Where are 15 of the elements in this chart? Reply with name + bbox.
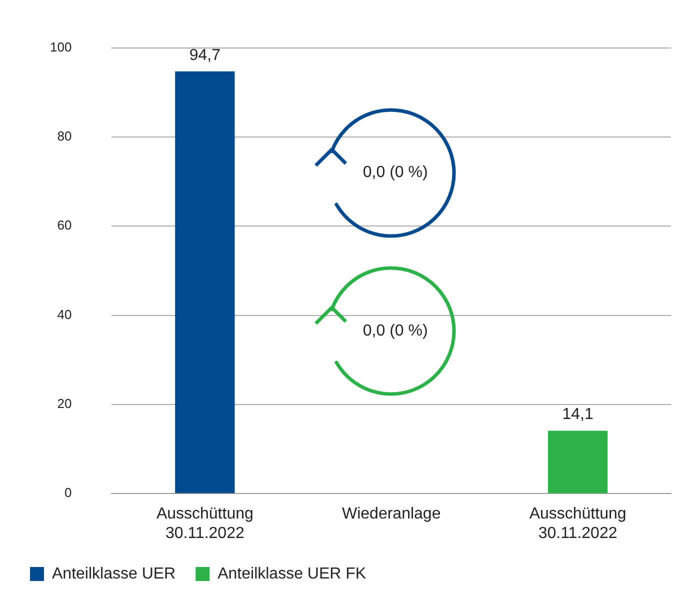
legend-label: Anteilklasse UER	[52, 565, 176, 582]
x-tick-label: Ausschüttung 30.11.2022	[156, 506, 254, 542]
data-label: 14,1	[562, 406, 594, 424]
annotation: 0,0 (0 %)	[362, 164, 428, 182]
x-tick-label: Wiederanlage	[342, 506, 441, 523]
y-tick-label: 40	[57, 306, 72, 322]
annotation: 0,0 (0 %)	[362, 322, 428, 340]
y-tick-label: 100	[50, 39, 72, 54]
data-label: 94,7	[189, 46, 221, 64]
y-tick-label: 20	[57, 396, 72, 412]
legend-label: Anteilklasse UER FK	[218, 565, 366, 582]
y-tick-label: 0	[64, 485, 72, 500]
y-tick-label: 60	[57, 218, 72, 233]
x-tick-label: Ausschüttung 30.11.2022	[529, 506, 626, 542]
y-tick-label: 80	[57, 128, 72, 144]
